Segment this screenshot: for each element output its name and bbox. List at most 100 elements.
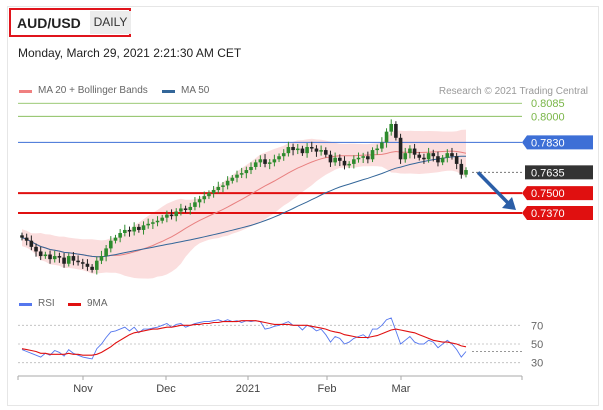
legend-rsi-label: RSI [38, 298, 55, 309]
candle-body [417, 154, 422, 158]
symbol-label: AUD/USD [17, 15, 81, 31]
candle-body [277, 156, 281, 160]
legend-9ma-swatch [68, 303, 81, 306]
candle-body [305, 147, 309, 154]
candle-body [169, 214, 174, 217]
candle-body [151, 222, 155, 224]
candle-body [394, 123, 398, 138]
candle-body [188, 206, 193, 210]
candle-body [314, 148, 319, 152]
candle-body [403, 153, 408, 160]
candle-body [24, 237, 29, 241]
candle-body [99, 256, 104, 261]
candle-body [309, 147, 314, 149]
x-tick-label: Mar [392, 383, 411, 395]
candle-body [445, 153, 450, 158]
legend-ma50-swatch [162, 90, 175, 93]
rsi-tick-label: 30 [531, 358, 543, 370]
candle-body [300, 148, 305, 154]
candle-body [80, 262, 85, 264]
candle-body [356, 157, 361, 160]
candle-body [253, 162, 258, 167]
candle-body [183, 208, 188, 210]
candle-body [57, 256, 62, 258]
candle-body [34, 246, 38, 252]
candle-body [155, 220, 160, 223]
candle-body [76, 260, 80, 263]
candle-body [137, 226, 141, 230]
candle-body [263, 159, 267, 164]
rsi-tick-label: 50 [531, 339, 543, 351]
candle-body [146, 223, 150, 226]
level-label-0.8000: 0.8000 [531, 111, 565, 123]
candle-body [281, 153, 286, 157]
level-label-0.7500: 0.7500 [531, 188, 565, 200]
x-tick-label: Dec [156, 383, 176, 395]
candle-body [450, 153, 454, 157]
legend-rsi-swatch [19, 303, 32, 306]
ma50-line [21, 155, 467, 258]
candle-body [361, 156, 365, 158]
candle-body [319, 150, 323, 152]
candle-body [127, 229, 132, 232]
candle-body [179, 208, 183, 212]
candle-body [295, 148, 300, 151]
candle-body [384, 131, 389, 143]
candle-body [132, 226, 136, 232]
candle-body [197, 199, 202, 203]
level-label-0.7830: 0.7830 [531, 137, 565, 149]
candle-body [412, 148, 417, 155]
candle-body [398, 137, 403, 160]
candle-body [193, 202, 197, 207]
rsi-line [21, 317, 467, 360]
level-label-0.8085: 0.8085 [531, 98, 565, 110]
candle-body [20, 235, 24, 238]
candle-body [66, 256, 71, 264]
candle-body [104, 248, 108, 257]
candle-body [426, 153, 431, 160]
x-tick-label: 2021 [236, 383, 260, 395]
candle-body [459, 163, 464, 175]
bollinger-band [22, 129, 466, 279]
level-tag-support [522, 186, 593, 201]
candle-body [48, 254, 52, 260]
candle-body [221, 185, 225, 187]
legend-ma20-swatch [19, 90, 32, 93]
candle-body [43, 254, 48, 257]
candle-body [141, 225, 146, 230]
candle-body [202, 196, 207, 200]
legend-9ma-label: 9MA [87, 298, 108, 309]
candle-body [52, 256, 57, 260]
candle-body [211, 190, 216, 194]
candle-body [267, 162, 272, 164]
candle-body [338, 157, 342, 161]
period-button[interactable]: DAILY [90, 11, 131, 34]
candle-body [230, 177, 235, 181]
candle-body [380, 142, 384, 149]
symbol-header[interactable]: AUD/USD DAILY [9, 8, 131, 37]
candle-body [38, 251, 43, 257]
candle-body [431, 153, 436, 157]
candle-body [454, 156, 459, 164]
candle-body [165, 214, 169, 218]
candle-body [90, 266, 94, 270]
candle-body [160, 217, 165, 221]
candle-body [249, 166, 253, 171]
candle-body [272, 159, 277, 163]
candle-body [342, 160, 347, 166]
legend-ma50-label: MA 50 [181, 85, 210, 96]
copyright: Research © 2021 Trading Central [438, 86, 588, 97]
candle-body [333, 157, 337, 163]
candle-body [239, 173, 244, 175]
x-tick-label: Nov [73, 383, 93, 395]
candle-body [113, 237, 118, 241]
candle-body [94, 260, 99, 270]
forecast-arrow-head [502, 197, 516, 211]
candle-body [436, 156, 440, 163]
candle-body [174, 211, 179, 217]
candle-body [123, 229, 127, 234]
rsi-9ma-line [21, 320, 467, 356]
candle-body [85, 263, 90, 267]
x-tick-label: Feb [318, 383, 337, 395]
